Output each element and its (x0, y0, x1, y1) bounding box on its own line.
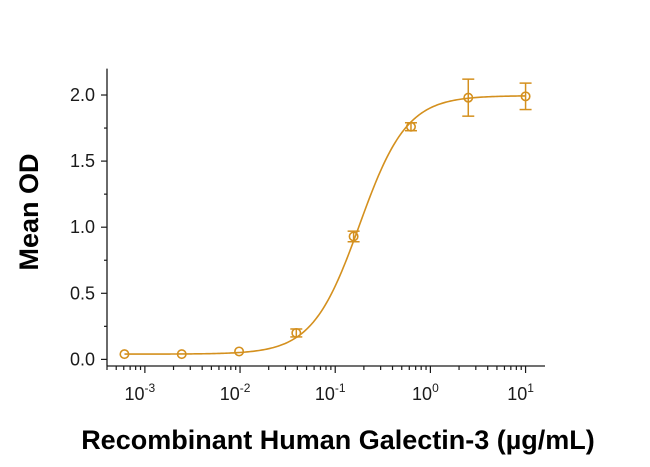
point-marker (463, 92, 474, 103)
x-axis-title: Recombinant Human Galectin-3 (µg/mL) (81, 425, 595, 455)
x-tick-label: 100 (412, 381, 439, 404)
y-tick-label: 0.0 (70, 349, 95, 369)
x-ticks: 10-3 10-2 10-1 100 101 (106, 366, 534, 404)
data-point (290, 327, 303, 338)
fit-curve (124, 95, 526, 355)
y-tick-label: 2.0 (70, 85, 95, 105)
y-tick-label: 0.5 (70, 283, 95, 303)
y-axis-title: Mean OD (14, 153, 44, 270)
y-tick-label: 1.0 (70, 217, 95, 237)
axes (106, 68, 545, 367)
point-marker (520, 91, 531, 102)
x-tick-label: 10-3 (125, 381, 156, 404)
data-point (234, 346, 245, 357)
y-ticks: 0.0 0.5 1.0 1.5 2.0 (70, 85, 107, 369)
data-point (176, 349, 187, 360)
point-marker (176, 349, 187, 360)
point-marker (348, 231, 359, 242)
data-point (347, 230, 360, 243)
point-marker (291, 327, 302, 338)
x-tick-label: 10-2 (220, 381, 251, 404)
point-marker (119, 349, 130, 360)
data-point (119, 349, 130, 360)
x-tick-label: 101 (507, 381, 534, 404)
point-marker (234, 346, 245, 357)
point-marker (405, 121, 416, 132)
data-points (119, 78, 532, 360)
data-point (462, 78, 475, 117)
data-point (519, 82, 532, 111)
data-point (404, 121, 417, 132)
y-tick-label: 1.5 (70, 151, 95, 171)
x-tick-label: 10-1 (315, 381, 346, 404)
